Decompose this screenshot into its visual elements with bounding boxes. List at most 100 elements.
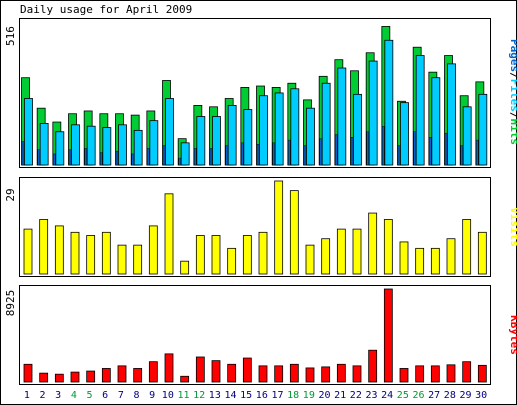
bar-visits-day-11	[180, 260, 190, 275]
bar-kbytes-day-22	[352, 365, 362, 383]
y-max-label-hits: 516	[4, 26, 17, 46]
x-tick-day-26: 26	[412, 390, 424, 401]
bar-kbytes-day-6	[101, 368, 111, 383]
x-tick-day-25: 25	[397, 390, 409, 401]
bar-files-day-8	[133, 129, 143, 166]
bar-kbytes-day-27	[430, 365, 440, 383]
bar-files-day-21	[337, 67, 347, 166]
bar-visits-day-30	[477, 231, 487, 275]
bar-kbytes-day-17	[274, 365, 284, 383]
x-tick-day-24: 24	[381, 390, 393, 401]
bar-pages-day-19	[303, 145, 307, 166]
x-tick-day-20: 20	[318, 390, 330, 401]
bar-visits-day-24	[383, 219, 393, 275]
bar-kbytes-day-7	[117, 365, 127, 383]
x-tick-day-29: 29	[459, 390, 471, 401]
bar-kbytes-day-20	[321, 366, 331, 383]
bar-files-day-3	[55, 131, 65, 166]
x-tick-day-12: 12	[193, 390, 205, 401]
bar-kbytes-day-16	[258, 365, 268, 383]
bar-files-day-2	[39, 123, 49, 166]
bar-pages-day-10	[162, 145, 166, 166]
bar-visits-day-22	[352, 228, 362, 275]
bar-kbytes-day-23	[368, 349, 378, 383]
bar-visits-day-12	[195, 235, 205, 275]
x-tick-day-30: 30	[475, 390, 487, 401]
x-tick-day-5: 5	[86, 390, 92, 401]
x-tick-day-4: 4	[71, 390, 77, 401]
bar-pages-day-28	[444, 132, 448, 166]
x-tick-day-2: 2	[39, 390, 45, 401]
bar-files-day-13	[212, 116, 221, 166]
bar-visits-day-10	[164, 193, 174, 275]
bar-files-day-1	[24, 98, 33, 166]
bar-pages-day-22	[350, 137, 354, 166]
legend-files: Files	[508, 79, 517, 112]
x-tick-day-1: 1	[24, 390, 30, 401]
bar-kbytes-day-18	[289, 363, 299, 383]
bar-pages-day-15	[241, 142, 244, 166]
panel-frame-hits	[19, 18, 491, 168]
bar-pages-day-18	[288, 139, 291, 166]
x-tick-day-28: 28	[444, 390, 456, 401]
bar-files-day-22	[353, 93, 362, 166]
legend-kbytes: KBytes	[508, 315, 517, 355]
bar-files-day-12	[196, 116, 206, 166]
bar-files-day-16	[259, 95, 268, 166]
bar-pages-day-29	[460, 145, 463, 166]
bar-kbytes-day-1	[23, 363, 33, 383]
x-tick-day-10: 10	[162, 390, 174, 401]
bar-kbytes-day-29	[462, 361, 472, 383]
bar-pages-day-26	[413, 131, 416, 166]
bar-kbytes-day-11	[180, 375, 190, 383]
bar-kbytes-day-19	[305, 367, 315, 383]
legend-pages: Pages	[508, 39, 517, 72]
x-tick-day-13: 13	[209, 390, 221, 401]
bar-pages-day-16	[256, 144, 260, 166]
panel-frame-visits	[19, 177, 491, 277]
bar-pages-day-30	[476, 139, 479, 166]
bar-files-day-10	[165, 98, 174, 166]
bar-kbytes-day-3	[54, 373, 64, 383]
bar-pages-day-11	[178, 157, 181, 166]
bar-kbytes-day-2	[39, 372, 49, 383]
bar-kbytes-day-15	[242, 357, 252, 383]
bar-pages-day-14	[225, 145, 228, 166]
bar-files-day-20	[321, 82, 331, 166]
bar-visits-day-16	[258, 231, 268, 275]
bar-pages-day-27	[429, 137, 432, 166]
y-max-label-kbytes: 8925	[4, 290, 17, 317]
legend-hits: Hits	[508, 119, 517, 146]
bar-kbytes-day-4	[70, 371, 80, 383]
bar-files-day-7	[118, 124, 127, 166]
bar-visits-day-4	[70, 231, 80, 275]
bar-visits-day-2	[39, 219, 49, 275]
x-tick-day-7: 7	[118, 390, 124, 401]
bar-visits-day-27	[430, 247, 440, 275]
x-tick-day-19: 19	[303, 390, 315, 401]
x-tick-day-23: 23	[365, 390, 377, 401]
bar-files-day-24	[384, 39, 394, 166]
x-tick-day-14: 14	[224, 390, 236, 401]
bar-files-day-26	[415, 55, 425, 166]
bar-kbytes-day-28	[446, 364, 456, 383]
panel-frame-kbytes	[19, 285, 491, 385]
bar-visits-day-17	[274, 180, 284, 275]
bar-files-day-19	[306, 107, 315, 166]
bar-kbytes-day-12	[195, 356, 205, 383]
bar-files-day-17	[274, 92, 284, 166]
bar-files-day-11	[180, 142, 190, 166]
bar-visits-day-7	[117, 244, 127, 275]
x-tick-day-17: 17	[271, 390, 283, 401]
bar-visits-day-5	[86, 235, 96, 275]
x-tick-day-27: 27	[428, 390, 440, 401]
bar-pages-day-24	[382, 126, 385, 166]
bar-pages-day-2	[37, 149, 40, 166]
bar-pages-day-17	[272, 142, 275, 166]
bar-visits-day-18	[289, 190, 299, 275]
panel-kbytes: 8925 KBytes	[4, 285, 517, 385]
x-tick-day-8: 8	[133, 390, 139, 401]
bar-files-day-9	[149, 120, 159, 166]
bar-visits-day-19	[305, 244, 315, 275]
